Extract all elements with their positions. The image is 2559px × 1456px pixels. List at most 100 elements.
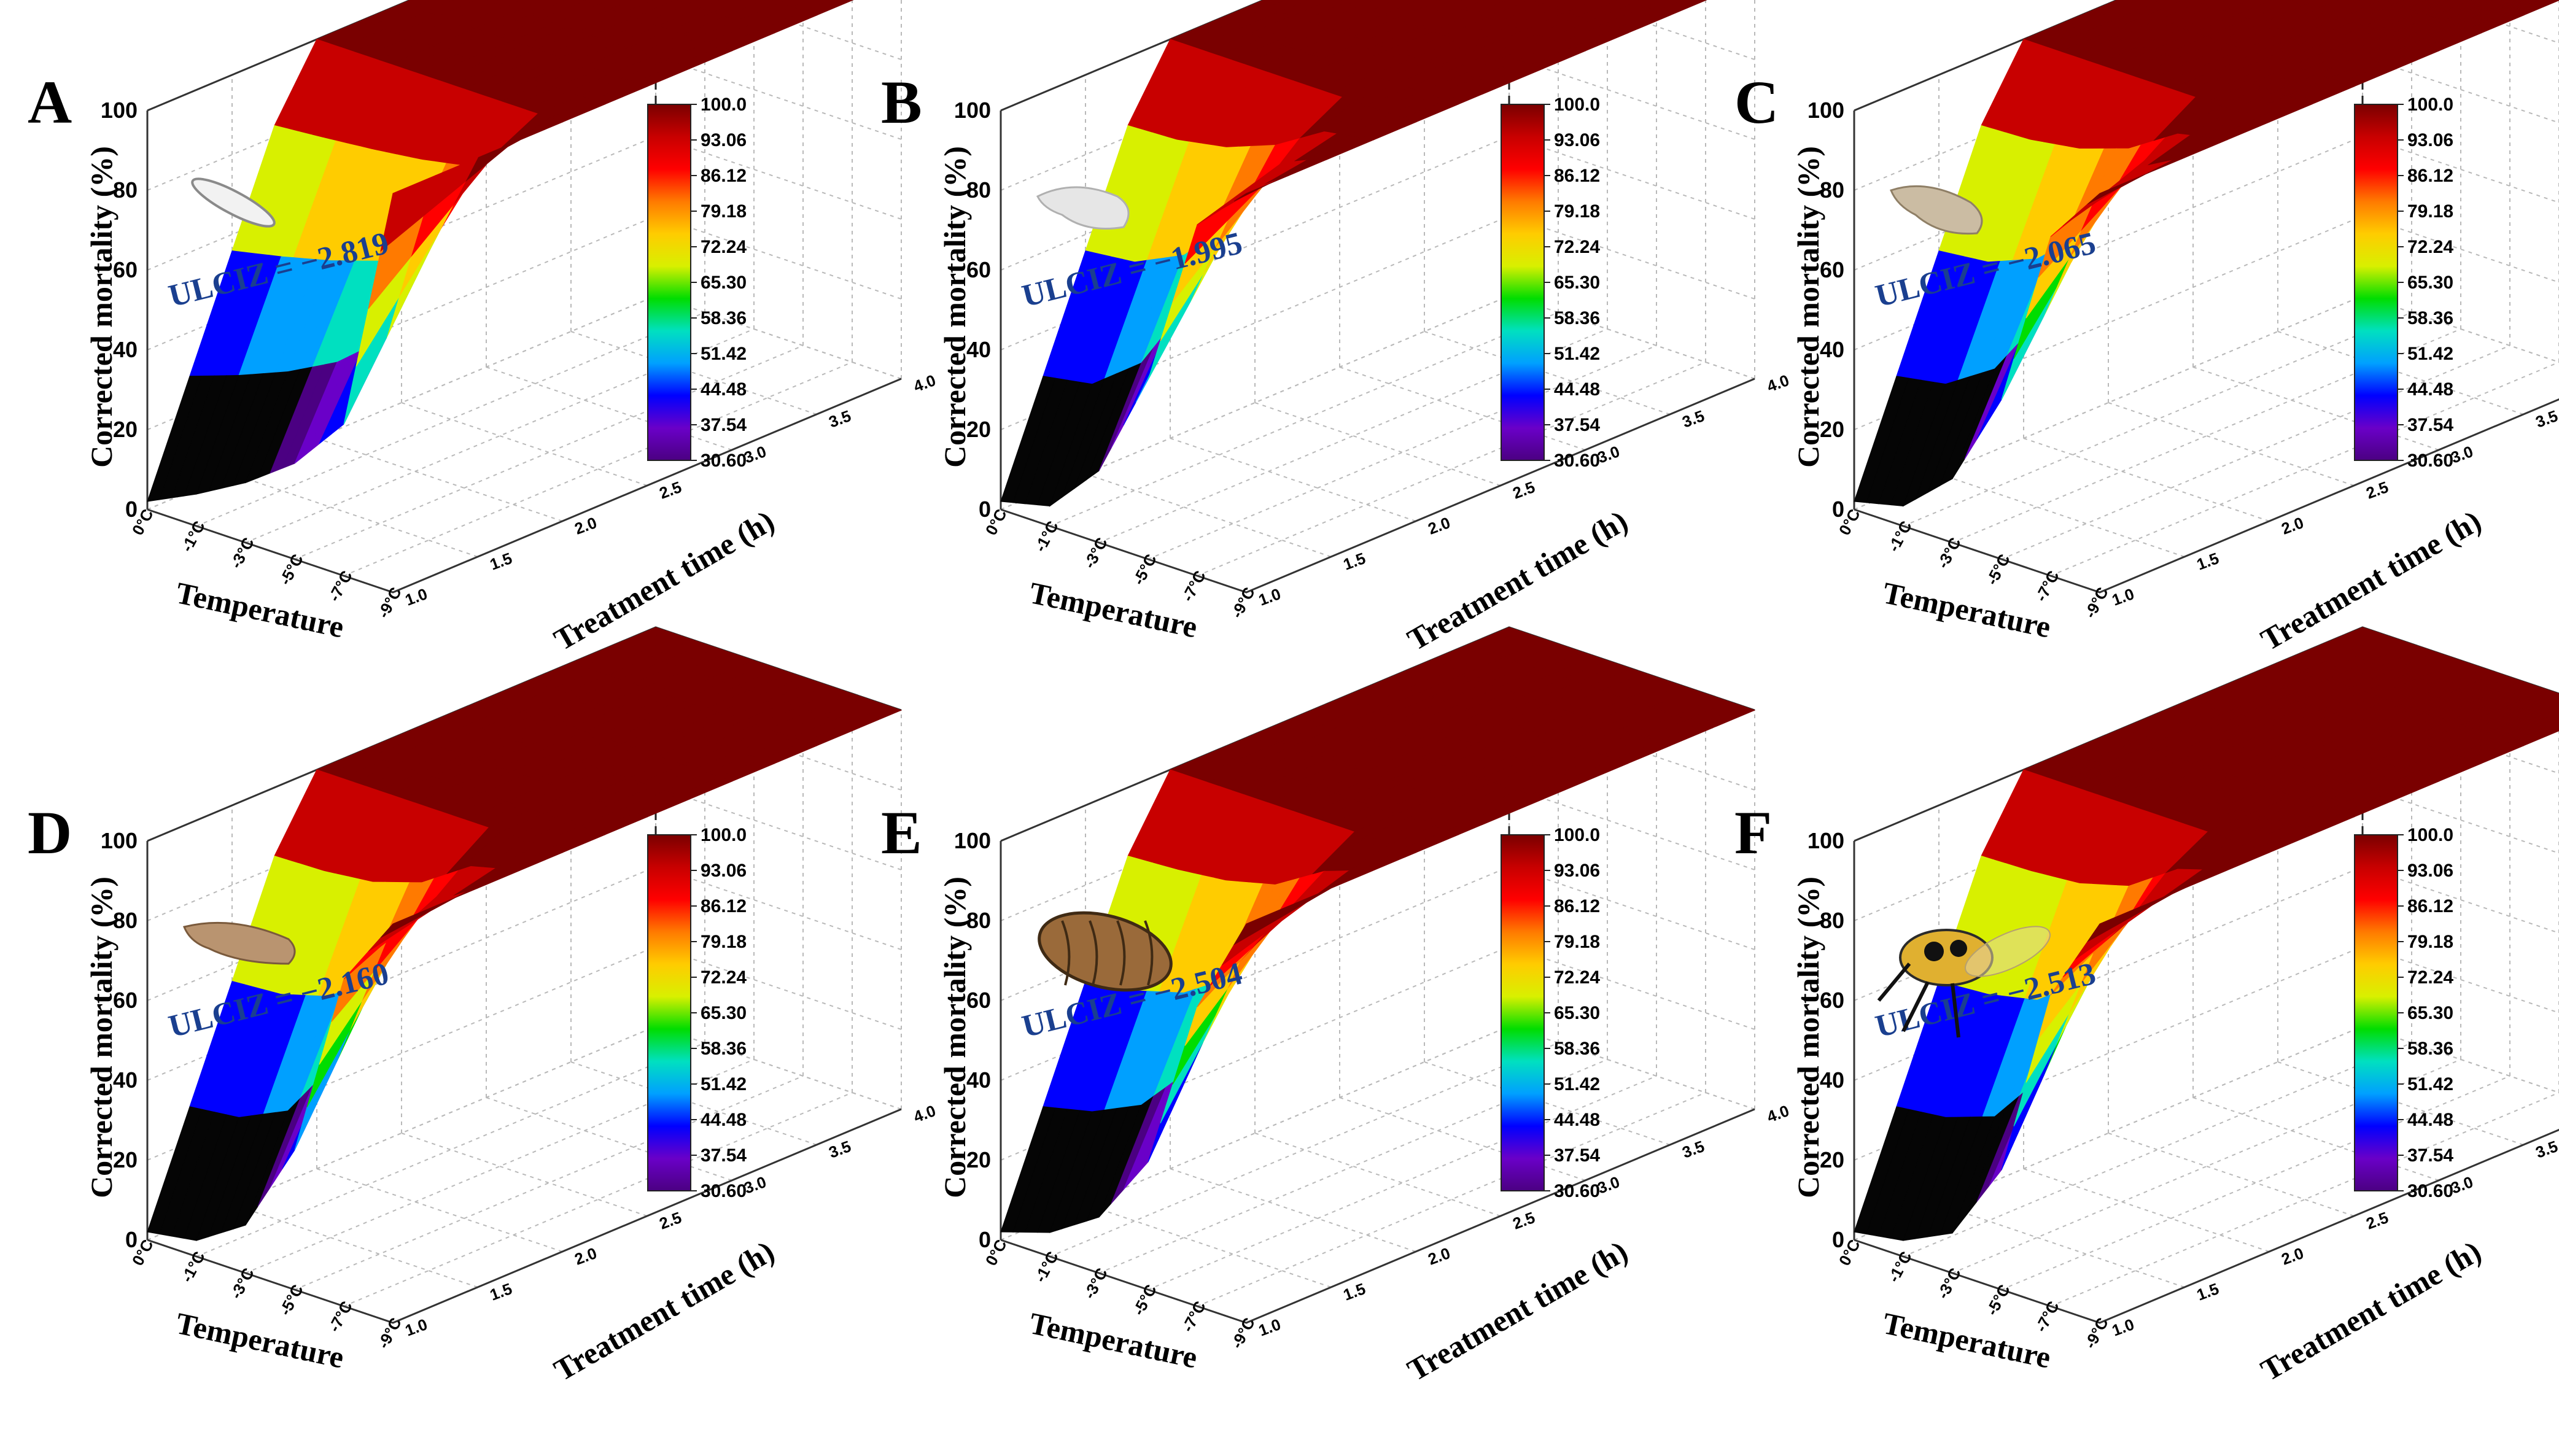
y-tick-label: 2.5 [657,478,684,503]
colorbar [647,834,691,1191]
z-tick-label: 60 [1820,988,1844,1013]
z-tick-label: 20 [966,417,991,442]
floor-gridline [570,1061,817,1145]
colorbar-tick-label: 30.60 [2407,1181,2453,1201]
back-wall-gridline [2362,56,2559,124]
back-wall-gridline [2362,136,2559,204]
y-tick-label: 2.0 [1426,1244,1453,1269]
y-tick-label: 3.5 [2533,406,2559,432]
chart-panel-a: 0 20 40 60 80 100 0°C -1°C -3°C -5°C -7°C -9°C 1.0 1.… [0,0,938,724]
floor-gridline [401,402,648,486]
z-tick-label: 100 [1808,828,1844,853]
y-tick-label: 1.5 [487,549,515,574]
colorbar-tick-label: 100.0 [2407,825,2453,845]
z-tick-label: 0 [125,1227,138,1252]
z-tick-label: 100 [1808,98,1844,123]
colorbar [2354,104,2398,461]
colorbar-tick-label: 86.12 [2407,166,2453,186]
z-tick-label: 80 [966,908,991,933]
y-tick-label: 1.0 [1256,1315,1283,1340]
y-tick-label: 2.0 [572,513,599,538]
x-axis-title: Temperature [1880,1306,2054,1375]
y-tick-label: 1.0 [403,584,430,610]
colorbar-tick-label: 37.54 [701,1145,747,1166]
colorbar [2354,834,2398,1191]
colorbar-tick-label: 37.54 [701,415,747,435]
colorbar-tick-label: 86.12 [1554,166,1600,186]
colorbar-tick-label: 30.60 [701,451,747,471]
floor-gridline [316,1168,563,1252]
colorbar-tick-label: 72.24 [2407,967,2453,988]
y-tick-label: 3.5 [2533,1137,2559,1162]
z-tick-label: 40 [966,337,991,362]
y-tick-label: 1.0 [2110,584,2137,610]
z-tick-label: 80 [966,177,991,203]
z-tick-label: 20 [1820,417,1844,442]
y-tick-label: 1.0 [2110,1315,2137,1340]
colorbar-tick-label: 65.30 [1554,1003,1600,1023]
colorbar-tick-label: 79.18 [1554,932,1600,952]
floor-gridline [1197,1092,1706,1307]
z-tick-label: 80 [113,908,138,933]
colorbar-tick-label: 79.18 [1554,201,1600,222]
x-axis-title: Temperature [1880,575,2054,645]
colorbar-tick-label: 37.54 [2407,415,2453,435]
colorbar-tick-label: 51.42 [2407,1074,2453,1094]
y-tick-label: 2.5 [657,1208,684,1233]
colorbar-tick-label: 65.30 [2407,273,2453,293]
mortality-surface [1854,0,2559,507]
floor-gridline [2192,1097,2439,1181]
z-tick-label: 40 [113,337,138,362]
z-tick-label: 0 [979,497,991,522]
floor-gridline [486,366,732,451]
y-tick-label: 3.5 [1680,1137,1707,1162]
z-tick-label: 100 [101,98,138,123]
colorbar-tick-label: 86.12 [2407,896,2453,916]
z-tick-label: 100 [954,98,991,123]
y-tick-label: 2.5 [2364,478,2391,503]
mortality-surface [147,627,903,1241]
chart-panel-f: 0 20 40 60 80 100 0°C -1°C -3°C -5°C -7°C -9°C 1.0 1.… [1707,626,2559,1455]
floor-frame [1854,398,2559,594]
colorbar-tick-label: 51.42 [2407,344,2453,364]
surface-cell [2087,175,2143,205]
floor-gridline [2023,1168,2270,1252]
y-tick-label: 3.5 [1680,406,1707,432]
colorbar-tick-label: 100.0 [1554,825,1600,845]
x-axis-title: Temperature [173,1306,347,1375]
surface-cell [2087,905,2143,942]
colorbar-tick-label: 58.36 [1554,1039,1600,1059]
colorbar-tick-label: 37.54 [1554,1145,1600,1166]
floor-gridline [2023,438,2270,522]
y-tick-label: 2.5 [1510,478,1537,503]
colorbar-tick-label: 58.36 [701,1039,747,1059]
floor-gridline [2277,331,2524,415]
x-axis-title: Temperature [1027,1306,1200,1375]
z-tick-label: 0 [125,497,138,522]
floor-gridline [343,362,853,576]
colorbar-tick-label: 93.06 [2407,130,2453,150]
surface-cell [380,905,436,938]
floor-gridline [343,1092,853,1307]
floor-gridline [1339,1097,1586,1181]
y-tick-label: 2.5 [1510,1208,1537,1233]
back-wall-gridline [1509,56,1755,140]
colorbar-tick-label: 30.60 [2407,451,2453,471]
mortality-surface [1000,0,1707,507]
chart-panel-b: 0 20 40 60 80 100 0°C -1°C -3°C -5°C -7°C -9°C 1.0 1.… [853,0,1792,724]
colorbar-tick-label: 44.48 [701,1110,747,1130]
colorbar-tick-label: 79.18 [2407,932,2453,952]
back-wall-gridline [2362,866,2559,934]
x-axis-title: Temperature [1027,575,1200,645]
floor-gridline [1170,438,1416,522]
mortality-surface [1000,627,1756,1233]
z-tick-label: 40 [966,1067,991,1093]
y-tick-label: 1.5 [1341,549,1368,574]
x-axis-title: Temperature [173,575,347,645]
colorbar-tick-label: 93.06 [1554,130,1600,150]
